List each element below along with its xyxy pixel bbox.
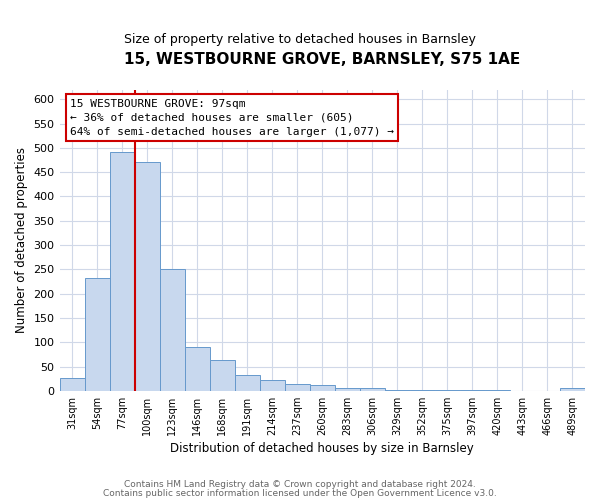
Bar xyxy=(134,162,160,391)
Bar xyxy=(235,376,260,391)
Y-axis label: Number of detached properties: Number of detached properties xyxy=(15,147,28,333)
Text: Contains HM Land Registry data © Crown copyright and database right 2024.: Contains HM Land Registry data © Crown c… xyxy=(124,480,476,489)
Bar xyxy=(160,270,185,391)
Text: Contains public sector information licensed under the Open Government Licence v3: Contains public sector information licen… xyxy=(103,488,497,498)
Bar xyxy=(185,347,209,391)
Bar xyxy=(85,278,110,391)
Text: Size of property relative to detached houses in Barnsley: Size of property relative to detached ho… xyxy=(124,32,476,46)
Bar xyxy=(209,360,235,391)
Bar xyxy=(360,388,385,391)
Title: 15, WESTBOURNE GROVE, BARNSLEY, S75 1AE: 15, WESTBOURNE GROVE, BARNSLEY, S75 1AE xyxy=(124,52,520,68)
Bar xyxy=(335,388,360,391)
Bar xyxy=(285,384,310,391)
Bar xyxy=(310,386,335,391)
Bar xyxy=(260,380,285,391)
Bar xyxy=(110,152,134,391)
Bar xyxy=(560,388,585,391)
Bar xyxy=(385,390,410,391)
Text: 15 WESTBOURNE GROVE: 97sqm
← 36% of detached houses are smaller (605)
64% of sem: 15 WESTBOURNE GROVE: 97sqm ← 36% of deta… xyxy=(70,98,394,136)
X-axis label: Distribution of detached houses by size in Barnsley: Distribution of detached houses by size … xyxy=(170,442,474,455)
Bar xyxy=(59,378,85,391)
